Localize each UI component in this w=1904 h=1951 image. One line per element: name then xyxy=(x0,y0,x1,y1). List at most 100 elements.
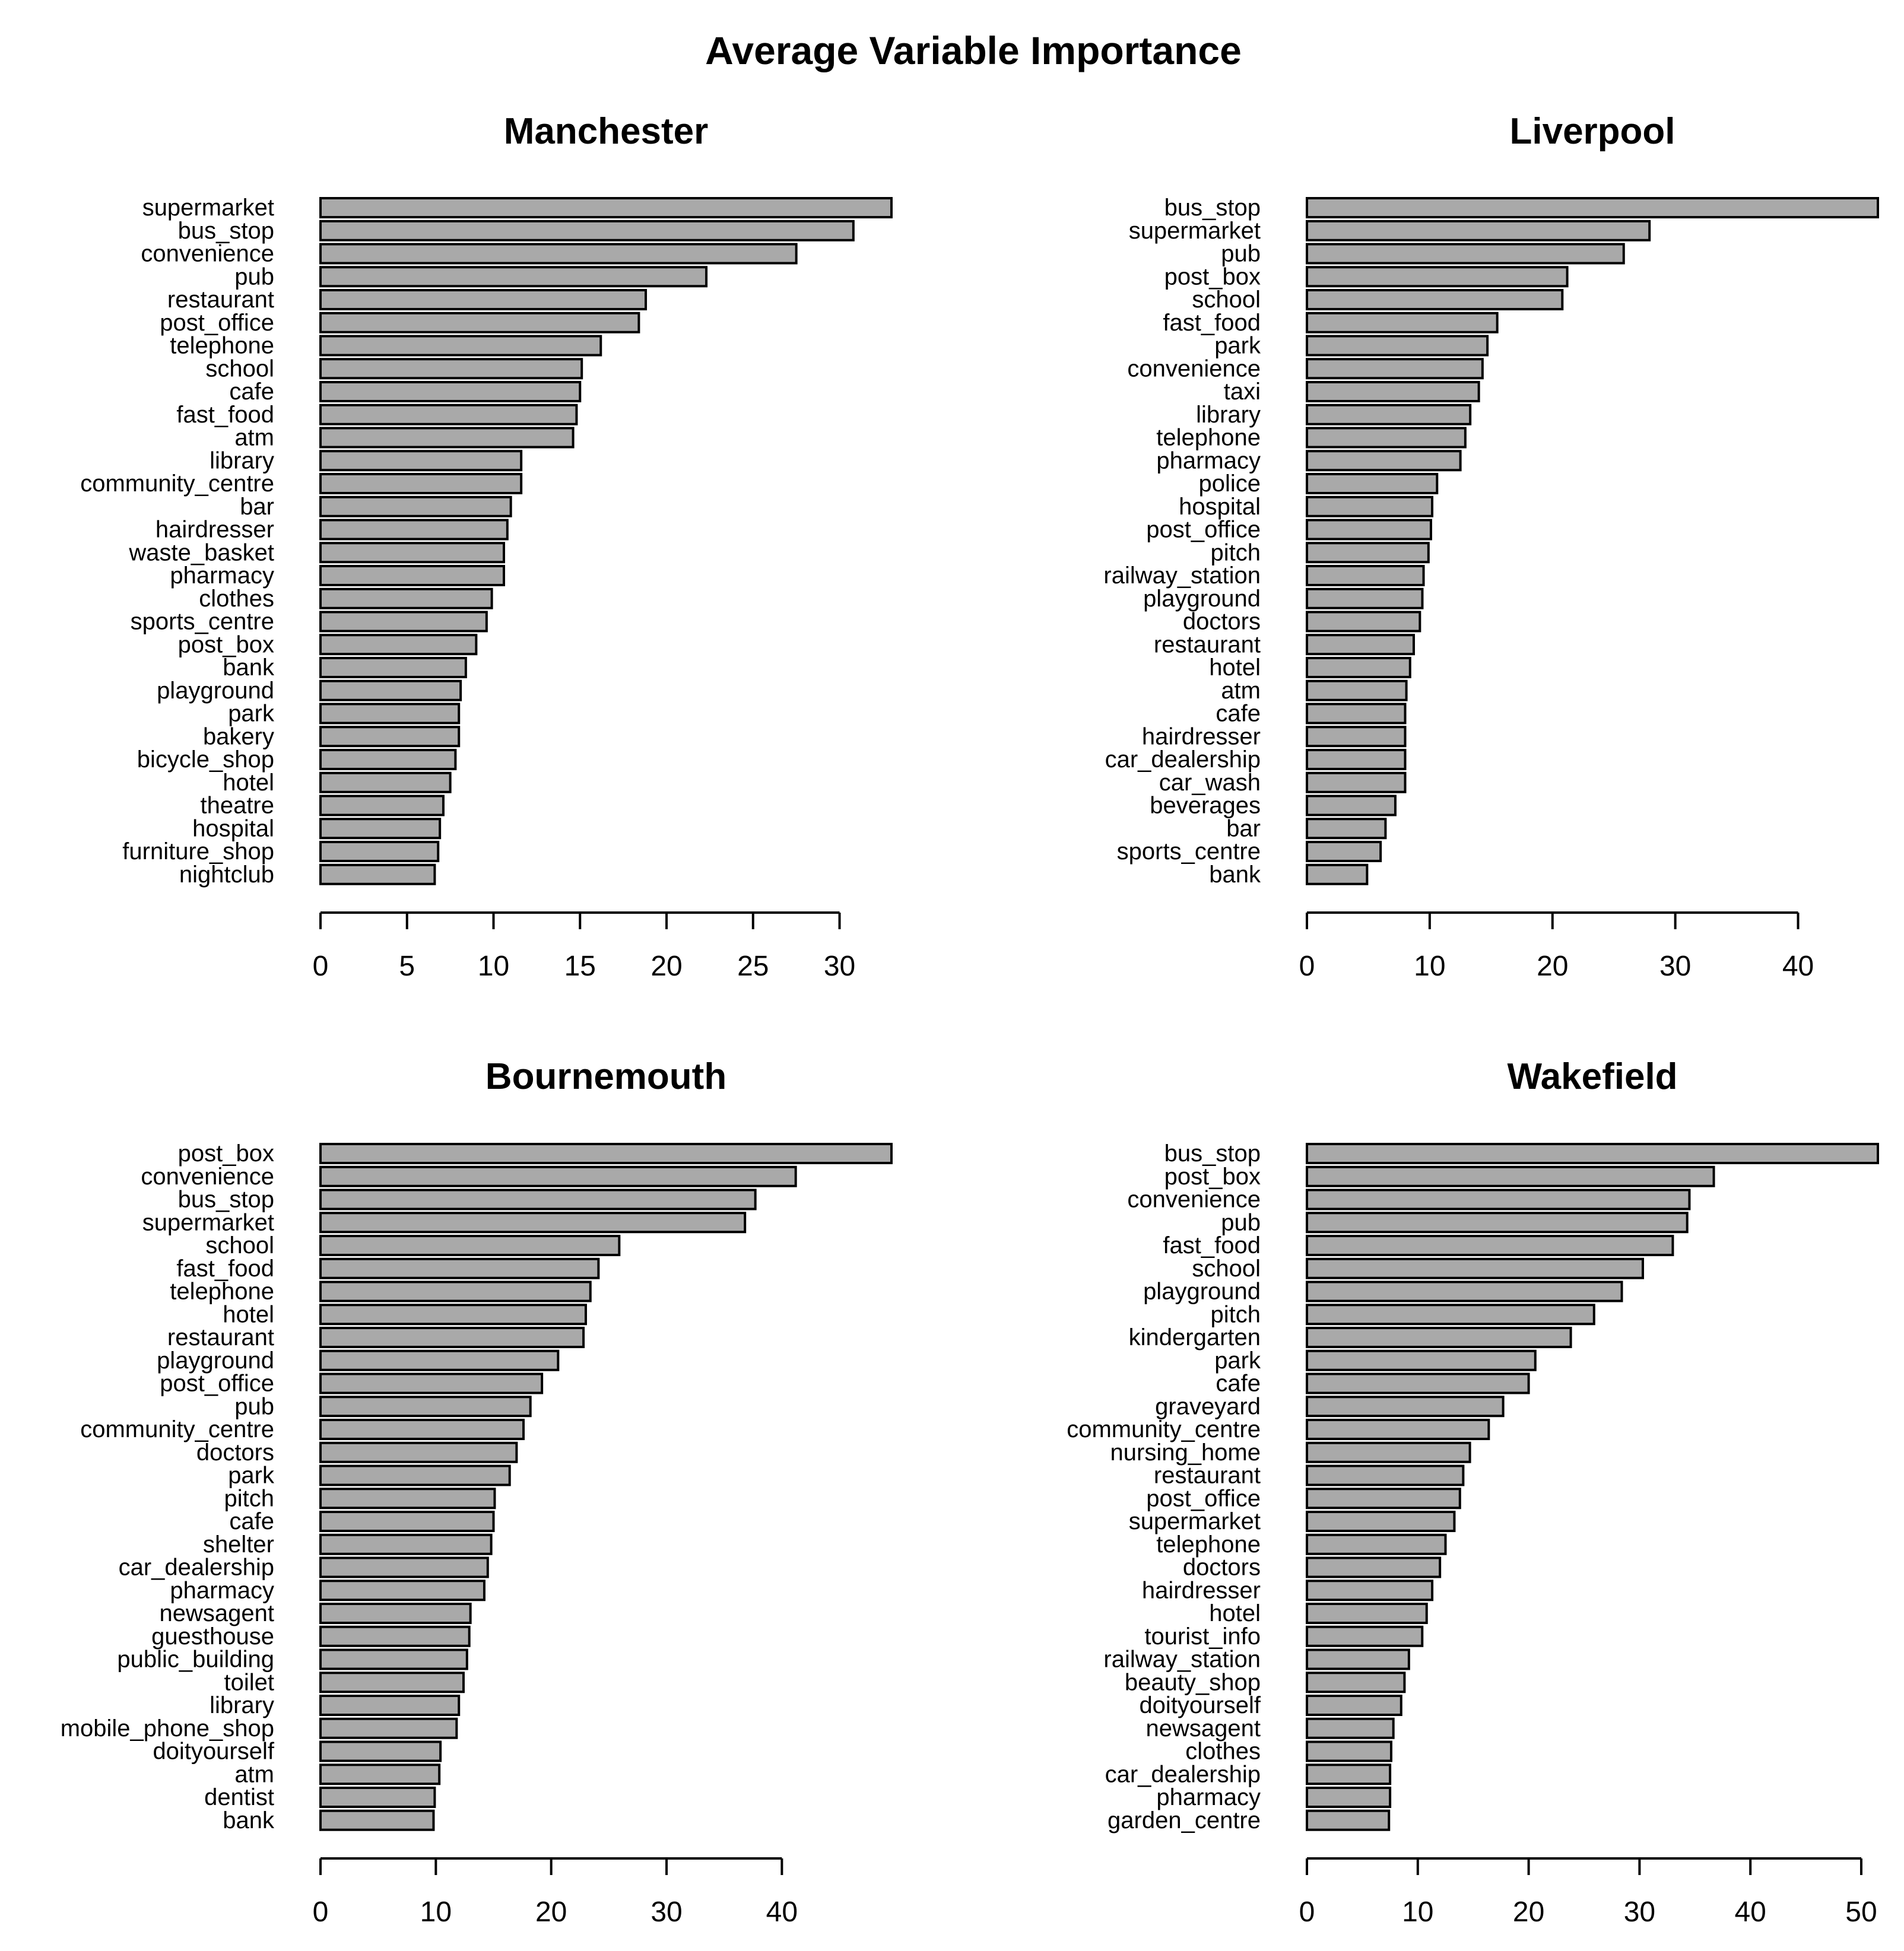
category-label: nursing_home xyxy=(1110,1440,1261,1466)
bar-park xyxy=(319,703,461,725)
bar-convenience xyxy=(319,243,798,265)
category-label: restaurant xyxy=(1154,1463,1261,1489)
bar-community-centre xyxy=(319,1419,525,1440)
bar-convenience xyxy=(319,1165,797,1187)
bar-cafe xyxy=(1306,703,1407,725)
bar-post-box xyxy=(319,634,478,656)
bar-bus-stop xyxy=(319,1189,757,1210)
category-label: dentist xyxy=(204,1784,274,1810)
category-label: telephone xyxy=(170,1279,274,1305)
bar-atm xyxy=(1306,679,1408,701)
x-tick-label: 30 xyxy=(650,1896,682,1928)
category-label: playground xyxy=(157,1348,274,1374)
bar-doctors xyxy=(1306,1556,1442,1578)
category-label: pub xyxy=(1221,1209,1261,1235)
category-label: tourist_info xyxy=(1144,1623,1261,1650)
bar-fast-food xyxy=(319,403,578,425)
category-label: post_office xyxy=(1146,1485,1261,1511)
category-label: fast_food xyxy=(176,1256,274,1282)
category-label: park xyxy=(1214,333,1261,359)
category-label: pharmacy xyxy=(1156,447,1261,474)
category-label: bakery xyxy=(203,723,274,749)
bar-library xyxy=(319,1695,461,1716)
bar-playground xyxy=(1306,587,1424,609)
category-label: bicycle_shop xyxy=(137,746,274,773)
bar-park xyxy=(1306,1349,1537,1371)
bar-school xyxy=(319,1235,621,1256)
category-label: bank xyxy=(223,1807,275,1834)
bar-post-box xyxy=(1306,1165,1715,1187)
category-label: theatre xyxy=(200,793,274,819)
bar-furniture-shop xyxy=(319,841,440,862)
category-label: atm xyxy=(234,1761,274,1787)
category-label: waste_basket xyxy=(128,539,274,565)
category-label: atm xyxy=(1221,678,1261,704)
bar-hotel xyxy=(319,1304,587,1326)
category-label: pub xyxy=(1221,241,1261,267)
panel-title: Manchester xyxy=(504,111,709,152)
category-label: supermarket xyxy=(142,195,274,221)
category-label: public_building xyxy=(117,1647,274,1673)
bar-hotel xyxy=(319,771,452,793)
bar-pharmacy xyxy=(1306,450,1462,472)
bar-bank xyxy=(1306,863,1369,885)
bar-post-box xyxy=(319,1143,893,1164)
category-label: post_office xyxy=(160,1371,274,1397)
category-label: beauty_shop xyxy=(1125,1669,1261,1695)
bar-school xyxy=(1306,289,1564,310)
bar-pub xyxy=(1306,1212,1689,1234)
category-label: pub xyxy=(234,1393,274,1419)
category-label: pitch xyxy=(1211,539,1261,565)
x-tick-label: 0 xyxy=(1299,1896,1315,1928)
bar-doityourself xyxy=(1306,1695,1402,1716)
bar-railway-station xyxy=(1306,565,1425,586)
bar-telephone xyxy=(1306,1533,1447,1555)
bar-nursing-home xyxy=(1306,1441,1471,1463)
category-label: beverages xyxy=(1150,793,1261,819)
bar-beauty-shop xyxy=(1306,1672,1406,1693)
category-label: doctors xyxy=(1183,609,1261,635)
category-label: nightclub xyxy=(179,862,274,888)
category-label: car_dealership xyxy=(119,1555,274,1581)
category-label: restaurant xyxy=(1154,631,1261,657)
category-label: hairdresser xyxy=(1142,723,1261,749)
bar-car-dealership xyxy=(319,1556,489,1578)
bar-pitch xyxy=(1306,542,1430,564)
bar-taxi xyxy=(1306,381,1480,402)
bar-supermarket xyxy=(1306,220,1651,242)
category-label: railway_station xyxy=(1103,1647,1261,1673)
bar-pharmacy xyxy=(1306,1787,1392,1808)
bar-guesthouse xyxy=(319,1625,471,1647)
x-tick-label: 0 xyxy=(313,1896,329,1928)
bar-hospital xyxy=(319,818,442,840)
bar-fast-food xyxy=(1306,312,1499,333)
bar-supermarket xyxy=(319,197,893,218)
x-tick-label: 10 xyxy=(1402,1896,1433,1928)
category-label: fast_food xyxy=(1163,310,1261,336)
category-label: pharmacy xyxy=(1156,1784,1261,1810)
bar-dentist xyxy=(319,1787,436,1808)
category-label: supermarket xyxy=(1129,218,1261,244)
category-label: bus_stop xyxy=(1164,1140,1261,1167)
category-label: hospital xyxy=(1179,494,1261,520)
bar-school xyxy=(319,358,583,380)
category-label: atm xyxy=(234,425,274,451)
category-label: telephone xyxy=(170,333,274,359)
bar-cafe xyxy=(1306,1372,1530,1394)
category-label: doityourself xyxy=(1139,1692,1261,1718)
bar-bicycle-shop xyxy=(319,749,457,770)
category-label: community_centre xyxy=(80,471,274,497)
category-label: bank xyxy=(223,654,275,681)
category-label: bar xyxy=(1226,815,1261,841)
x-tick-label: 30 xyxy=(1624,1896,1655,1928)
bar-bakery xyxy=(319,726,461,748)
bar-post-office xyxy=(319,312,640,333)
category-label: pharmacy xyxy=(170,1577,274,1603)
bar-restaurant xyxy=(319,289,648,310)
category-label: telephone xyxy=(1156,425,1261,451)
x-tick-label: 25 xyxy=(737,951,769,982)
category-label: playground xyxy=(1143,586,1261,612)
bar-garden-centre xyxy=(1306,1809,1391,1831)
category-label: graveyard xyxy=(1155,1393,1261,1419)
bar-library xyxy=(1306,403,1472,425)
